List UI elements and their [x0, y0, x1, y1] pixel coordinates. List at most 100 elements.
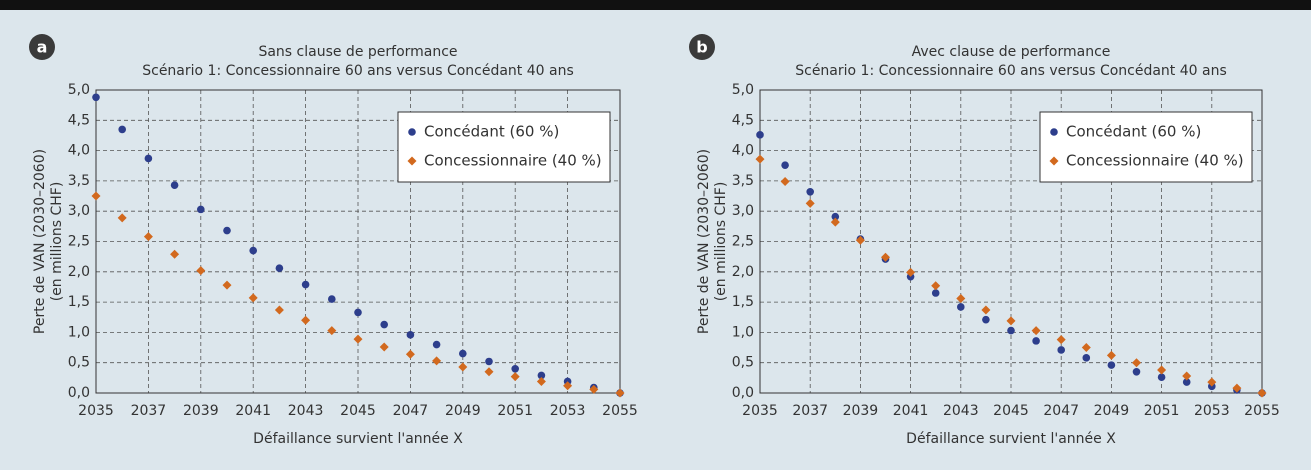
point [830, 217, 840, 227]
point [117, 213, 127, 223]
chart-title: Sans clause de performance [258, 44, 457, 60]
point [485, 357, 493, 366]
point [143, 232, 153, 242]
point [1106, 350, 1116, 360]
legend-box [1039, 111, 1253, 183]
chart-subtitle: Scénario 1: Concessionnaire 60 ans versu… [142, 63, 574, 79]
point [931, 281, 941, 291]
point [563, 381, 573, 391]
point [223, 226, 231, 235]
point [1232, 383, 1242, 393]
x-tick-label: 2049 [445, 403, 481, 419]
x-tick-label: 2037 [792, 403, 828, 419]
y-axis-label: (en millions CHF) [713, 182, 729, 302]
y-tick-label: 2,5 [68, 234, 90, 250]
point [855, 235, 865, 245]
y-tick-label: 3,5 [732, 173, 754, 189]
y-tick-label: 4,5 [732, 112, 754, 128]
point [1182, 371, 1192, 381]
y-tick-label: 4,0 [68, 143, 90, 159]
point [589, 384, 599, 394]
point [380, 320, 389, 329]
point [756, 131, 764, 139]
point [354, 308, 362, 317]
point [1057, 346, 1065, 354]
y-tick-label: 1,5 [732, 294, 754, 310]
panel-label: b [696, 38, 707, 57]
point [806, 188, 814, 196]
y-tick-label: 4,5 [68, 112, 90, 128]
point [144, 154, 153, 163]
point [118, 125, 126, 134]
y-axis-label: Perte de VAN (2030–2060) [696, 149, 712, 334]
x-axis-label: Défaillance survient l'année X [253, 431, 463, 447]
x-tick-label: 2035 [78, 403, 114, 419]
y-tick-label: 2,0 [732, 264, 754, 280]
point [1182, 378, 1191, 386]
x-tick-label: 2049 [1094, 403, 1130, 419]
point [196, 266, 206, 276]
point [1132, 367, 1141, 376]
point [511, 364, 519, 373]
x-tick-label: 2037 [131, 403, 167, 419]
panel-label: a [37, 38, 48, 57]
point [1157, 365, 1167, 375]
point [755, 154, 765, 164]
x-tick-label: 2045 [340, 403, 376, 419]
point [931, 289, 940, 297]
point [1081, 343, 1091, 353]
y-tick-label: 0,0 [68, 385, 90, 401]
y-tick-label: 2,0 [68, 264, 90, 280]
point [615, 388, 625, 398]
y-tick-label: 0,5 [68, 355, 90, 371]
legend-marker [1050, 128, 1058, 136]
point [405, 349, 415, 359]
y-tick-label: 1,0 [732, 324, 754, 340]
panel-badge [29, 34, 55, 60]
y-tick-label: 0,0 [732, 385, 754, 401]
y-tick-label: 5,0 [732, 82, 754, 98]
point [957, 303, 965, 311]
x-tick-label: 2043 [288, 403, 324, 419]
legend-label: Concédant (60 %) [424, 123, 559, 141]
y-tick-label: 1,5 [68, 294, 90, 310]
point [982, 315, 990, 324]
point [275, 264, 284, 272]
x-tick-label: 2039 [183, 403, 219, 419]
legend-label: Concédant (60 %) [1066, 123, 1201, 141]
point [432, 340, 441, 349]
point [379, 342, 389, 352]
point [831, 212, 840, 221]
plot-border [759, 89, 1263, 394]
point [1257, 388, 1267, 398]
point [170, 249, 180, 259]
legend-marker [1049, 156, 1059, 166]
point [1032, 337, 1040, 345]
x-tick-label: 2053 [1194, 403, 1230, 419]
x-axis-label: Défaillance survient l'année X [906, 431, 1116, 447]
legend-marker [407, 156, 417, 166]
point [881, 252, 890, 262]
point [1056, 335, 1066, 345]
point [327, 326, 337, 336]
point [353, 334, 363, 344]
x-tick-label: 2051 [497, 403, 533, 419]
point [459, 349, 467, 358]
y-tick-label: 3,5 [68, 173, 90, 189]
point [92, 93, 100, 102]
legend-box [397, 111, 611, 183]
point [1132, 358, 1141, 368]
y-tick-label: 3,0 [732, 203, 754, 219]
x-tick-label: 2051 [1144, 403, 1180, 419]
point [458, 362, 468, 372]
point [1082, 354, 1091, 362]
point [274, 305, 284, 315]
x-tick-label: 2053 [550, 403, 586, 419]
point [1207, 377, 1217, 387]
point [1006, 316, 1016, 326]
x-tick-label: 2041 [235, 403, 271, 419]
point [197, 205, 205, 214]
point [981, 305, 991, 315]
plot-border [95, 89, 621, 394]
x-tick-label: 2055 [1244, 403, 1280, 419]
